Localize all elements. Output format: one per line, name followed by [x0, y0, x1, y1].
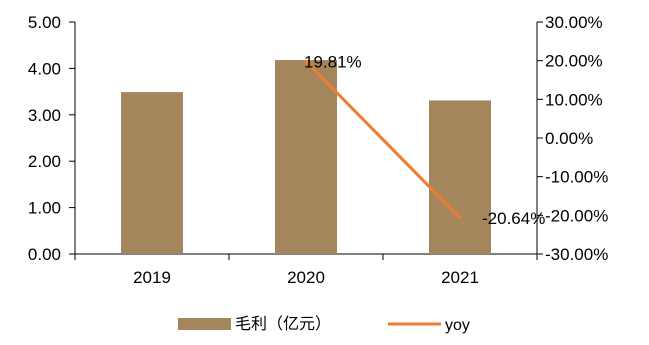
right-tick-label: -10.00% [545, 168, 608, 187]
right-axis: -30.00% -20.00% -10.00% 0.00% 10.00% 20.00% 30… [536, 13, 608, 264]
yoy-point [458, 216, 462, 220]
left-tick-label: 2.00 [28, 152, 61, 171]
legend-label-bar: 毛利（亿元） [235, 315, 331, 333]
x-tick-label: 2020 [287, 268, 325, 287]
bar [429, 100, 491, 254]
left-tick-label: 4.00 [28, 59, 61, 78]
right-tick-label: 0.00% [545, 129, 593, 148]
yoy-data-label: -20.64% [482, 209, 545, 228]
right-tick-label: -30.00% [545, 245, 608, 264]
data-labels: 19.81% -20.64% [304, 52, 545, 227]
x-tick-label: 2019 [133, 268, 171, 287]
left-tick-label: 5.00 [28, 13, 61, 32]
legend-label-line: yoy [445, 317, 470, 334]
yoy-line [304, 60, 462, 219]
bar [121, 92, 183, 255]
x-tick-label: 2021 [441, 268, 479, 287]
right-tick-label: 30.00% [545, 13, 603, 32]
left-tick-label: 3.00 [28, 106, 61, 125]
right-tick-label: 20.00% [545, 52, 603, 71]
legend-swatch-bar [178, 318, 231, 330]
yoy-line-layer [304, 59, 462, 220]
left-tick-label: 1.00 [28, 199, 61, 218]
right-tick-label: -20.00% [545, 206, 608, 225]
legend: 毛利（亿元） yoy [178, 315, 470, 334]
x-axis: 2019 2020 2021 [74, 253, 538, 287]
left-axis: 0.00 1.00 2.00 3.00 4.00 5.00 [28, 13, 76, 264]
bar [275, 60, 337, 254]
right-tick-label: 10.00% [545, 90, 603, 109]
bars [121, 60, 491, 255]
yoy-point [304, 59, 308, 63]
left-tick-label: 0.00 [28, 245, 61, 264]
yoy-data-label: 19.81% [304, 52, 362, 71]
